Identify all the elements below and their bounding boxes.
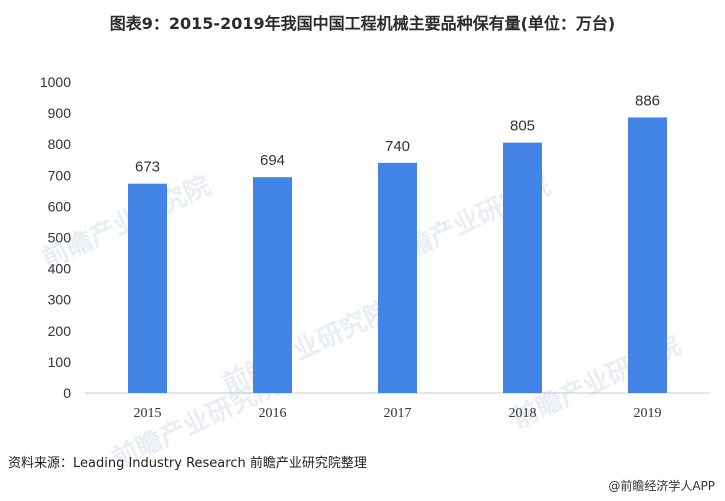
bar-2015	[128, 183, 167, 393]
x-axis: 2015 2016 2017 2018 2019	[134, 406, 662, 421]
x-tick-label: 2016	[259, 406, 287, 421]
data-label: 805	[510, 118, 535, 135]
x-tick-label: 2017	[384, 406, 412, 421]
y-tick-label: 1000	[40, 74, 71, 90]
y-tick-label: 200	[48, 323, 72, 339]
data-label: 740	[385, 138, 410, 155]
y-tick-label: 700	[48, 167, 72, 183]
y-tick-label: 400	[48, 261, 72, 277]
y-tick-label: 600	[48, 198, 72, 214]
y-tick-label: 900	[48, 105, 72, 121]
data-label: 694	[260, 152, 285, 169]
y-tick-label: 0	[63, 385, 71, 401]
bar-2017	[378, 162, 417, 393]
y-tick-label: 800	[48, 136, 72, 152]
y-axis: 0 100 200 300 400 500 600 700 800 900 1000	[40, 74, 71, 401]
x-tick-label: 2018	[509, 406, 537, 421]
data-label: 673	[135, 159, 160, 176]
brand-credit: @前瞻经济学人APP	[608, 479, 715, 493]
y-tick-label: 100	[48, 354, 72, 370]
watermark-text: 前瞻产业研究院	[37, 170, 215, 275]
bar-2019	[628, 117, 667, 393]
data-label: 886	[635, 92, 660, 109]
y-tick-label: 300	[48, 292, 72, 308]
source-note: 资料来源：Leading Industry Research 前瞻产业研究院整理	[8, 456, 367, 471]
chart-title: 图表9：2015-2019年我国中国工程机械主要品种保有量(单位：万台)	[109, 14, 616, 33]
data-labels: 673 694 740 805 886	[135, 92, 660, 175]
bar-2018	[503, 142, 542, 393]
x-tick-label: 2019	[634, 406, 662, 421]
bars	[128, 117, 667, 393]
x-tick-label: 2015	[134, 406, 162, 421]
bar-2016	[253, 177, 292, 393]
y-tick-label: 500	[48, 230, 72, 246]
